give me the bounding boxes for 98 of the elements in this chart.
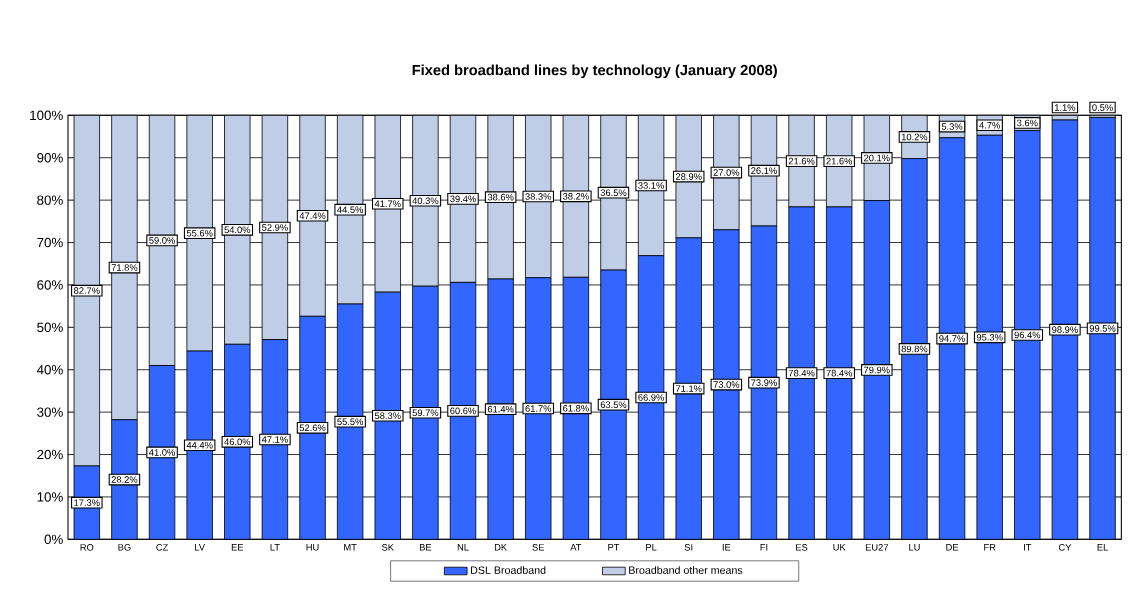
data-label: 38.2% [562, 193, 589, 200]
data-label: 36.5% [600, 189, 627, 197]
x-tick-label: NL [457, 544, 469, 551]
data-label: 82.7% [73, 287, 100, 294]
x-tick-label: PT [608, 544, 620, 551]
chart-title: Fixed broadband lines by technology (January 2008) [412, 64, 777, 79]
x-tick-label: SI [684, 544, 693, 551]
x-tick-label: FR [984, 544, 996, 551]
data-label: 94.7% [939, 335, 965, 342]
x-tick-label: SK [381, 544, 394, 551]
x-tick-label: MT [344, 544, 357, 551]
y-tick-label: 40% [36, 365, 63, 375]
x-tick-label: EL [1097, 544, 1108, 551]
x-tick-label: RO [80, 544, 94, 551]
data-label: 0.5% [1092, 104, 1113, 111]
data-label: 96.4% [1014, 331, 1041, 339]
x-tick-label: DK [494, 544, 507, 551]
data-label: 47.1% [261, 436, 288, 443]
data-label: 21.6% [788, 157, 815, 165]
x-tick-label: ES [796, 544, 808, 551]
data-label: 20.1% [864, 154, 890, 162]
x-tick-label: LV [195, 544, 205, 551]
data-label: 95.3% [976, 334, 1003, 341]
y-tick-label: 100% [30, 110, 63, 121]
x-tick-label: BG [118, 544, 131, 551]
x-tick-label: IT [1024, 544, 1032, 551]
legend-label: DSL Broadband [471, 566, 546, 574]
data-label: 38.6% [487, 193, 514, 201]
x-tick-label: AT [570, 544, 582, 551]
y-tick-label: 0% [44, 534, 63, 545]
data-label: 55.5% [337, 418, 364, 425]
data-label: 41.7% [374, 200, 401, 208]
x-tick-label: UK [833, 544, 846, 551]
x-tick-label: IE [722, 544, 731, 551]
data-label: 52.9% [262, 224, 288, 231]
data-label: 79.9% [864, 366, 890, 374]
y-tick-label: 90% [37, 153, 63, 163]
y-tick-label: 50% [37, 322, 63, 333]
data-label: 17.3% [74, 499, 100, 506]
data-label: 5.3% [941, 123, 963, 130]
data-label: 4.7% [979, 122, 1000, 129]
data-label: 59.0% [149, 237, 175, 244]
data-label: 38.3% [525, 193, 552, 200]
data-label: 33.1% [638, 182, 664, 189]
data-label: 66.9% [638, 394, 664, 401]
data-label: 78.4% [826, 369, 853, 377]
data-label: 61.7% [525, 405, 552, 412]
data-label: 61.8% [563, 405, 589, 412]
data-label: 47.4% [299, 212, 326, 220]
data-label: 46.0% [224, 438, 251, 446]
data-label: 10.2% [901, 133, 928, 141]
data-label: 3.6% [1017, 119, 1038, 127]
y-tick-label: 10% [37, 492, 63, 502]
x-tick-label: CZ [156, 544, 168, 551]
data-label: 61.4% [487, 405, 514, 413]
x-tick-label: EE [231, 544, 244, 551]
x-tick-label: LU [909, 544, 920, 551]
data-label: 60.6% [450, 407, 476, 415]
data-label: 28.2% [111, 476, 138, 483]
data-label: 55.6% [186, 229, 213, 237]
data-label: 26.1% [751, 167, 777, 174]
x-tick-label: LT [270, 544, 280, 551]
data-label: 41.0% [149, 449, 175, 456]
y-tick-label: 70% [37, 237, 63, 248]
data-label: 99.5% [1089, 325, 1116, 332]
y-tick-label: 60% [37, 280, 63, 290]
x-tick-label: PL [646, 544, 657, 551]
data-label: 1.1% [1054, 104, 1076, 111]
data-label: 59.7% [412, 409, 439, 417]
data-label: 52.6% [299, 424, 326, 432]
data-label: 40.3% [412, 197, 439, 205]
x-tick-label: SE [532, 544, 545, 551]
data-label: 44.4% [186, 441, 213, 449]
data-label: 44.5% [337, 206, 364, 213]
data-label: 98.9% [1052, 326, 1078, 333]
data-label: 27.0% [713, 169, 740, 176]
x-tick-label: BE [419, 544, 432, 551]
data-label: 21.6% [826, 157, 853, 165]
data-label: 89.8% [901, 345, 928, 353]
y-tick-label: 80% [37, 195, 63, 205]
x-tick-label: EU27 [865, 544, 889, 551]
x-tick-label: CY [1058, 544, 1072, 551]
data-label: 63.5% [600, 401, 627, 409]
x-tick-label: HU [306, 544, 319, 551]
data-label: 39.4% [450, 195, 476, 203]
data-label: 78.4% [788, 369, 815, 377]
y-tick-label: 20% [37, 449, 63, 460]
data-label: 58.3% [374, 412, 401, 420]
data-label: 73.0% [713, 381, 740, 388]
data-label: 71.1% [675, 385, 702, 392]
x-tick-label: DE [946, 544, 959, 551]
x-tick-label: FI [760, 544, 768, 551]
data-label: 71.8% [111, 264, 138, 271]
data-label: 28.9% [675, 173, 702, 180]
legend-label: Broadband other means [629, 566, 743, 574]
data-label: 73.9% [751, 379, 777, 386]
data-label: 54.0% [224, 226, 251, 234]
y-tick-label: 30% [37, 407, 63, 417]
